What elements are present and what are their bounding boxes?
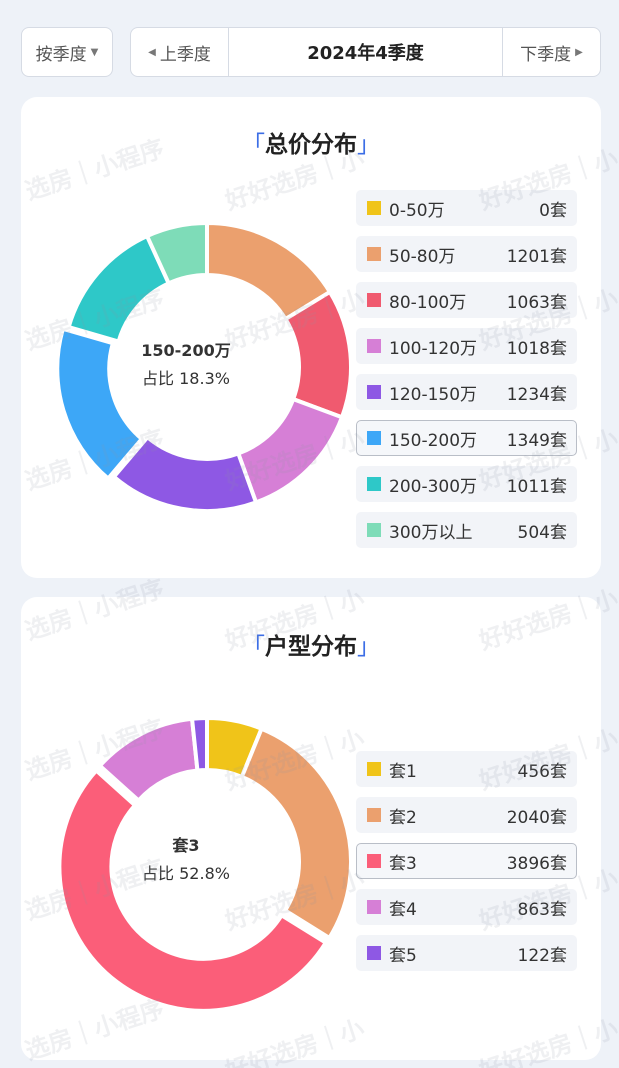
legend-value: 1234套 — [506, 384, 567, 405]
legend-item[interactable]: 0-50万 0套 — [356, 190, 577, 226]
layout-center-label: 套3 占比 52.8% — [121, 832, 251, 888]
prev-quarter-button[interactable]: ◀ 上季度 — [131, 28, 229, 76]
legend-item[interactable]: 80-100万 1063套 — [356, 282, 577, 318]
legend-swatch — [367, 762, 381, 776]
next-quarter-button[interactable]: 下季度 ▶ — [502, 28, 600, 76]
legend-name: 100-120万 — [389, 338, 478, 359]
legend-name: 0-50万 — [389, 200, 445, 221]
donut-slice-4[interactable] — [189, 715, 209, 773]
title-bracket-open: 「 — [242, 132, 265, 158]
legend-swatch — [367, 385, 381, 399]
layout-donut-chart[interactable] — [21, 597, 351, 1060]
legend-item[interactable]: 150-200万 1349套 — [356, 420, 577, 456]
legend-value: 504套 — [517, 522, 567, 543]
legend-swatch — [367, 900, 381, 914]
legend-item[interactable]: 套4 863套 — [356, 889, 577, 925]
layout-title-text: 户型分布 — [265, 634, 357, 660]
donut-slice-2[interactable] — [57, 767, 329, 1013]
legend-item[interactable]: 120-150万 1234套 — [356, 374, 577, 410]
chevron-down-icon: ▼ — [90, 46, 99, 58]
legend-name: 套1 — [389, 761, 417, 782]
legend-value: 863套 — [517, 899, 567, 920]
legend-value: 2040套 — [506, 807, 567, 828]
legend-swatch — [367, 339, 381, 353]
legend-item[interactable]: 100-120万 1018套 — [356, 328, 577, 364]
price-card-title: 「总价分布」 — [21, 125, 601, 159]
donut-slice-5[interactable] — [55, 326, 145, 482]
title-bracket-open: 「 — [242, 634, 265, 660]
legend-item[interactable]: 套3 3896套 — [356, 843, 577, 879]
legend-swatch — [367, 523, 381, 537]
legend-swatch — [367, 808, 381, 822]
legend-name: 50-80万 — [389, 246, 456, 267]
chevron-left-icon: ◀ — [148, 46, 156, 58]
toolbar: 按季度 ▼ ◀ 上季度 2024年4季度 下季度 ▶ — [21, 27, 601, 77]
title-bracket-close: 」 — [357, 634, 380, 660]
period-mode-dropdown[interactable]: 按季度 ▼ — [21, 27, 113, 77]
current-period: 2024年4季度 — [307, 43, 424, 64]
donut-slice-1[interactable] — [239, 726, 351, 941]
legend-item[interactable]: 套5 122套 — [356, 935, 577, 971]
legend-swatch — [367, 946, 381, 960]
legend-name: 200-300万 — [389, 476, 478, 497]
legend-name: 300万以上 — [389, 522, 473, 543]
price-donut-chart[interactable] — [21, 97, 351, 578]
legend-swatch — [367, 477, 381, 491]
layout-distribution-card: 「户型分布」 套3 占比 52.8% 套1 456套 套2 2040套 套3 3896套套… — [21, 597, 601, 1060]
legend-item[interactable]: 50-80万 1201套 — [356, 236, 577, 272]
legend-value: 3896套 — [506, 853, 567, 874]
chevron-right-icon: ▶ — [575, 46, 583, 58]
legend-name: 套4 — [389, 899, 417, 920]
period-navigator: ◀ 上季度 2024年4季度 下季度 ▶ — [130, 27, 601, 77]
legend-value: 1011套 — [506, 476, 567, 497]
prev-quarter-label: 上季度 — [159, 44, 211, 65]
legend-swatch — [367, 247, 381, 261]
legend-swatch — [367, 431, 381, 445]
legend-swatch — [367, 293, 381, 307]
next-quarter-label: 下季度 — [520, 44, 572, 65]
legend-name: 套2 — [389, 807, 417, 828]
layout-legend: 套1 456套套2 2040套套3 3896套套4 863套套5 122套 — [356, 751, 577, 981]
price-title-text: 总价分布 — [265, 132, 357, 158]
legend-value: 0套 — [539, 200, 567, 221]
title-bracket-close: 」 — [357, 132, 380, 158]
legend-name: 套3 — [389, 853, 417, 874]
layout-center-name: 套3 — [172, 836, 200, 855]
price-distribution-card: 「总价分布」 150-200万 占比 18.3% 0-50万 0套 50-80万 12… — [21, 97, 601, 578]
legend-value: 1201套 — [506, 246, 567, 267]
legend-value: 456套 — [517, 761, 567, 782]
legend-name: 80-100万 — [389, 292, 467, 313]
donut-slice-3[interactable] — [235, 396, 345, 505]
legend-name: 150-200万 — [389, 430, 478, 451]
legend-value: 1063套 — [506, 292, 567, 313]
price-center-label: 150-200万 占比 18.3% — [121, 337, 251, 393]
legend-name: 套5 — [389, 945, 417, 966]
layout-center-ratio: 占比 52.8% — [142, 864, 230, 883]
layout-card-title: 「户型分布」 — [21, 627, 601, 661]
price-center-name: 150-200万 — [141, 341, 231, 360]
legend-item[interactable]: 300万以上 504套 — [356, 512, 577, 548]
legend-item[interactable]: 套2 2040套 — [356, 797, 577, 833]
price-center-ratio: 占比 18.3% — [142, 369, 230, 388]
donut-slice-7[interactable] — [144, 220, 209, 286]
legend-value: 1349套 — [506, 430, 567, 451]
legend-value: 1018套 — [506, 338, 567, 359]
legend-value: 122套 — [517, 945, 567, 966]
period-mode-label: 按季度 — [35, 44, 87, 65]
legend-name: 120-150万 — [389, 384, 478, 405]
legend-swatch — [367, 201, 381, 215]
legend-item[interactable]: 套1 456套 — [356, 751, 577, 787]
donut-slice-4[interactable] — [111, 434, 259, 513]
price-legend: 0-50万 0套 50-80万 1201套 80-100万 1063套 100-120万 10… — [356, 190, 577, 558]
legend-swatch — [367, 854, 381, 868]
legend-item[interactable]: 200-300万 1011套 — [356, 466, 577, 502]
